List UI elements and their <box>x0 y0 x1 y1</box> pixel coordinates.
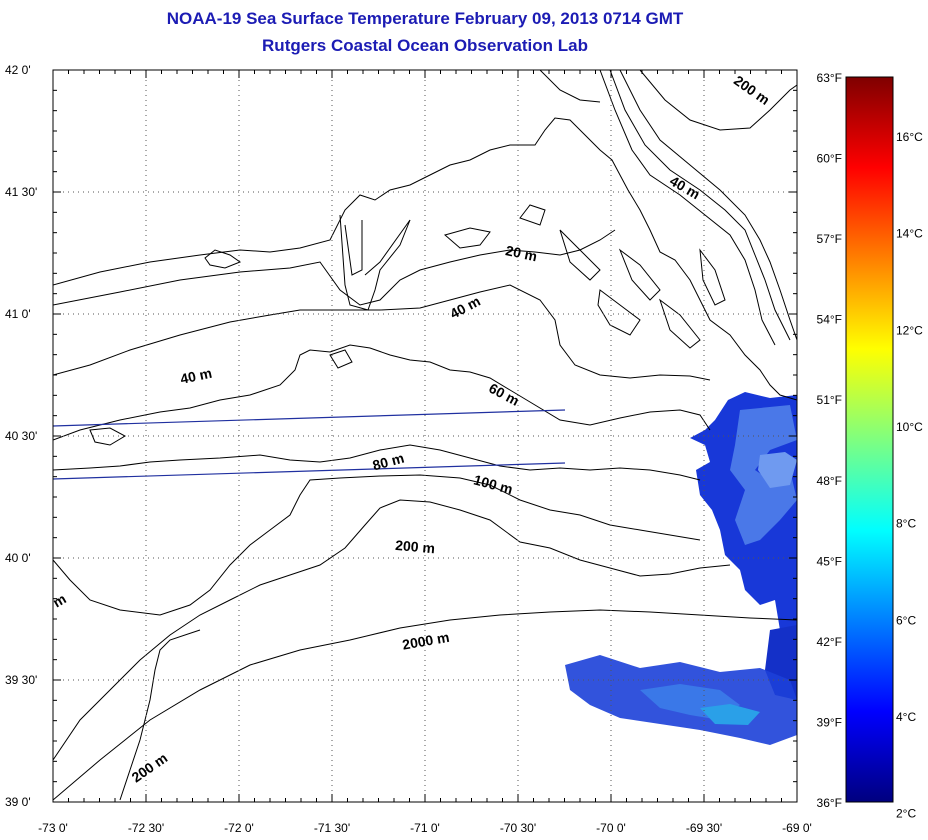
lon-tick-label: -72 0' <box>224 821 254 835</box>
contour-label: 200 m <box>395 537 436 556</box>
lat-tick-label: 40 0' <box>5 551 31 565</box>
bathymetry-contours <box>53 70 797 801</box>
lon-tick-label: -70 30' <box>500 821 536 835</box>
colorbar-c-label: 16°C <box>896 130 923 144</box>
contour-label: 80 m <box>371 450 406 474</box>
colorbar-c-label: 8°C <box>896 517 916 531</box>
lat-tick-label: 39 0' <box>5 795 31 809</box>
colorbar-f-label: 36°F <box>817 796 842 810</box>
lon-tick-label: -71 30' <box>314 821 350 835</box>
contour-label: 40 m <box>179 365 214 387</box>
lat-tick-label: 40 30' <box>5 429 37 443</box>
lon-tick-label: -70 0' <box>596 821 626 835</box>
map-title: NOAA-19 Sea Surface Temperature February… <box>166 9 684 28</box>
colorbar-f-label: 42°F <box>817 635 842 649</box>
lat-tick-label: 41 0' <box>5 307 31 321</box>
lat-tick-label: 42 0' <box>5 63 31 77</box>
contour-label: 20 m <box>504 242 539 264</box>
contour-label: 60 m <box>486 380 522 409</box>
colorbar-f-label: 51°F <box>817 393 842 407</box>
colorbar-f-label: 48°F <box>817 474 842 488</box>
lon-tick-label: -69 0' <box>782 821 812 835</box>
colorbar-f-label: 57°F <box>817 232 842 246</box>
contour-label: 40 m <box>667 172 703 202</box>
colorbar-c-label: 10°C <box>896 420 923 434</box>
colorbar-c-label: 2°C <box>896 807 916 821</box>
contour-label: 200 m <box>731 72 773 108</box>
colorbar-f-label: 54°F <box>817 313 842 327</box>
contour-label: 2000 m <box>401 629 451 653</box>
axis-ticks <box>52 69 798 803</box>
colorbar-f-label: 45°F <box>817 554 842 568</box>
lon-tick-label: -69 30' <box>686 821 722 835</box>
colorbar-c-label: 4°C <box>896 710 916 724</box>
colorbar-c-label: 6°C <box>896 613 916 627</box>
contour-label: 40 m <box>447 293 483 322</box>
colorbar-f-label: 60°F <box>817 152 842 166</box>
lat-tick-label: 39 30' <box>5 673 37 687</box>
colorbar-c-label: 12°C <box>896 323 923 337</box>
coastline-islands <box>89 204 726 446</box>
lon-tick-label: -71 0' <box>410 821 440 835</box>
colorbar-c-label: 14°C <box>896 227 923 241</box>
colorbar-f-label: 63°F <box>817 71 842 85</box>
sst-data-layer <box>565 392 797 745</box>
map-subtitle: Rutgers Coastal Ocean Observation Lab <box>262 36 588 55</box>
lon-tick-label: -73 0' <box>38 821 68 835</box>
colorbar-f-label: 39°F <box>817 715 842 729</box>
transect-lines <box>52 409 566 480</box>
lat-tick-label: 41 30' <box>5 185 37 199</box>
contour-label: 100 m <box>472 471 514 497</box>
colorbar-labels: 63°F 60°F 57°F 54°F 51°F 48°F 45°F 42°F 39°F 36°F… <box>817 71 924 821</box>
axis-labels: -73 0' -72 30' -72 0' -71 30' -71 0' -70 30' -… <box>5 63 812 835</box>
map-grid <box>53 70 797 802</box>
lon-tick-label: -72 30' <box>128 821 164 835</box>
colorbar <box>845 76 894 803</box>
